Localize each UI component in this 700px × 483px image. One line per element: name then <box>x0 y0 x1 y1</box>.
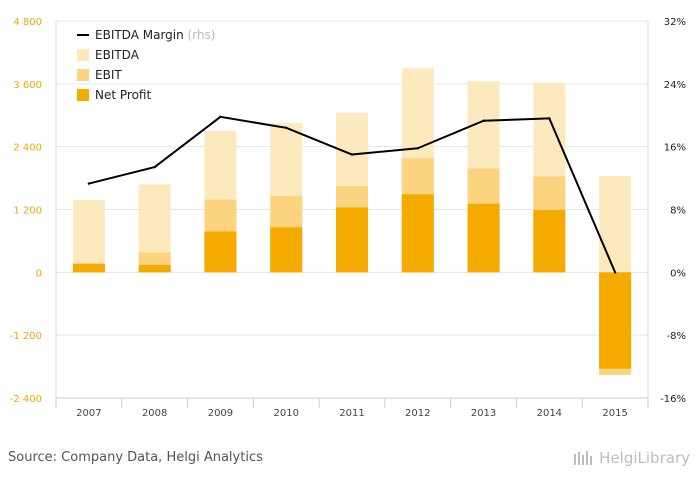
bars-group <box>72 68 632 375</box>
bar-net-profit <box>336 207 368 273</box>
y-axis-left: 4 800 3 600 2 400 1 200 0 -1 200 -2 400 <box>10 17 42 405</box>
y-right-tick-label: 8% <box>670 206 686 217</box>
y-left-tick-label: 2 400 <box>13 143 42 154</box>
ebitda-margin-point <box>416 147 419 150</box>
y-axis-right: 32% 24% 16% 8% 0% -8% -16% <box>660 17 686 405</box>
bar-net-profit <box>599 272 632 369</box>
y-left-tick-label: 0 <box>36 268 42 279</box>
x-axis: 2007 2008 2009 2010 2011 2012 2013 2014 2015 <box>55 397 649 419</box>
margin-line-group <box>87 115 617 274</box>
legend-label: Net Profit <box>95 88 151 102</box>
bar-net-profit <box>467 203 500 273</box>
source-note: Source: Company Data, Helgi Analytics <box>8 450 263 465</box>
ebitda-margin-point <box>482 119 485 122</box>
legend-label: EBIT <box>95 68 122 82</box>
bar-net-profit <box>533 210 566 273</box>
ebitda-margin-point <box>350 153 354 156</box>
x-tick-label: 2013 <box>471 408 496 419</box>
y-right-tick-label: 16% <box>664 143 686 154</box>
ebitda-margin-point <box>87 182 91 185</box>
y-right-tick-label: -16% <box>660 394 686 405</box>
bar-ebitda <box>599 175 632 273</box>
bar-ebitda <box>72 200 105 273</box>
x-tick-label: 2011 <box>339 408 364 419</box>
x-tick-label: 2010 <box>273 408 298 419</box>
legend-swatch <box>77 69 89 81</box>
y-right-tick-label: 0% <box>670 268 686 279</box>
legend-swatch <box>77 49 89 61</box>
y-left-tick-label: -1 200 <box>10 331 42 342</box>
y-right-tick-label: -8% <box>667 331 686 342</box>
x-tick-label: 2007 <box>76 408 101 419</box>
bar-net-profit <box>204 231 237 273</box>
ebitda-margin-point <box>219 115 222 119</box>
y-right-tick-label: 24% <box>664 80 686 91</box>
y-right-tick-label: 32% <box>664 17 686 28</box>
ebitda-margin-point <box>153 165 156 169</box>
ebitda-margin-point <box>548 117 551 120</box>
bar-net-profit <box>270 227 303 273</box>
x-tick-label: 2012 <box>405 408 430 419</box>
y-left-tick-label: 4 800 <box>13 17 42 28</box>
ebitda-margin-point <box>285 126 288 130</box>
y-left-tick-label: 3 600 <box>13 80 42 91</box>
legend: EBITDA Margin (rhs) EBITDA EBIT Net Profit <box>77 28 216 102</box>
library-icon <box>574 451 593 465</box>
bar-net-profit <box>401 194 434 273</box>
legend-label: EBITDA <box>95 48 140 62</box>
x-tick-label: 2014 <box>537 408 562 419</box>
combo-chart: 2007 2008 2009 2010 2011 2012 2013 2014 2015 4 8… <box>10 17 686 419</box>
bar-net-profit <box>72 263 105 273</box>
ebitda-margin-point <box>613 271 617 274</box>
brand-logo[interactable]: HelgiLibrary <box>573 449 690 467</box>
legend-swatch <box>77 89 89 101</box>
legend-label: EBITDA Margin (rhs) <box>95 28 216 42</box>
y-left-tick-label: 1 200 <box>13 206 42 217</box>
legend-rhs-note: (rhs) <box>184 28 216 42</box>
bar-net-profit <box>138 265 171 273</box>
x-tick-label: 2008 <box>142 408 167 419</box>
y-left-tick-label: -2 400 <box>10 394 42 405</box>
x-tick-label: 2015 <box>602 408 627 419</box>
brand-name: HelgiLibrary <box>599 449 690 467</box>
x-tick-label: 2009 <box>208 408 233 419</box>
